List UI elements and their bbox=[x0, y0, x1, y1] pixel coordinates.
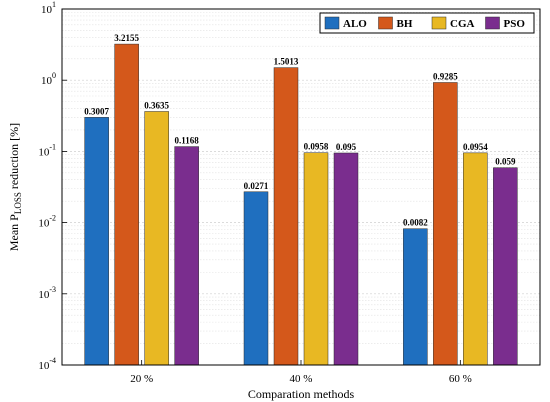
y-tick-label: 101 bbox=[41, 0, 56, 16]
x-tick-label: 40 % bbox=[290, 373, 313, 385]
bar-bh bbox=[273, 67, 299, 366]
bar-bh bbox=[114, 43, 139, 366]
y-tick-label: 10-3 bbox=[38, 285, 56, 301]
legend: ALO BH CGA PSO bbox=[319, 12, 535, 34]
data-label: 0.3635 bbox=[144, 100, 169, 110]
y-tick-label: 10-4 bbox=[38, 356, 56, 372]
data-label: 0.095 bbox=[336, 142, 357, 152]
bar-alo bbox=[403, 228, 428, 366]
data-label: 0.1168 bbox=[175, 136, 200, 146]
bar-alo bbox=[84, 117, 109, 366]
y-tick-base: 10 bbox=[38, 146, 50, 158]
data-label: 3.2155 bbox=[114, 33, 139, 43]
bar-cga bbox=[144, 111, 169, 366]
legend-swatch-bh bbox=[378, 16, 393, 30]
legend-box bbox=[319, 12, 535, 34]
x-axis-title: Comparation methods bbox=[248, 387, 355, 401]
data-labels-layer: 0.3007 3.2155 0.3635 0.1168 0.0271 1.5013 0.09… bbox=[84, 33, 516, 228]
bars-layer bbox=[84, 43, 518, 366]
bar-cga bbox=[463, 152, 488, 366]
y-tick-label: 10-2 bbox=[38, 214, 56, 230]
data-label: 0.9285 bbox=[433, 71, 458, 81]
y-tick-exponent: 1 bbox=[52, 0, 56, 9]
bar-pso bbox=[174, 146, 199, 366]
bar-bh bbox=[433, 82, 458, 366]
legend-label-alo: ALO bbox=[343, 18, 367, 30]
bar-cga bbox=[303, 152, 329, 366]
y-tick-exponent: -3 bbox=[49, 285, 56, 294]
legend-label-pso: PSO bbox=[504, 18, 526, 30]
bar-pso bbox=[493, 167, 518, 366]
y-tick-exponent: -2 bbox=[49, 214, 56, 223]
y-tick-label: 100 bbox=[41, 71, 56, 87]
y-axis-title-subscript: LOSS bbox=[13, 192, 23, 214]
y-tick-base: 10 bbox=[38, 360, 50, 372]
data-label: 0.0082 bbox=[403, 218, 428, 228]
bar-pso bbox=[333, 152, 359, 366]
x-tick-label: 20 % bbox=[130, 373, 153, 385]
y-tick-base: 10 bbox=[41, 75, 53, 87]
legend-swatch-cga bbox=[431, 16, 447, 30]
data-label: 0.0954 bbox=[463, 142, 488, 152]
y-axis-title: Mean PLOSS reduction [%] bbox=[7, 123, 23, 251]
legend-swatch-alo bbox=[324, 16, 340, 30]
x-tick-label: 60 % bbox=[449, 373, 472, 385]
y-tick-base: 10 bbox=[38, 218, 50, 230]
data-label: 1.5013 bbox=[274, 57, 299, 67]
data-label: 0.059 bbox=[495, 157, 516, 167]
y-tick-exponent: -1 bbox=[49, 142, 56, 151]
y-tick-base: 10 bbox=[38, 289, 50, 301]
y-tick-exponent: 0 bbox=[52, 71, 56, 80]
data-label: 0.3007 bbox=[84, 106, 109, 116]
y-axis-title-tail: reduction [%] bbox=[7, 123, 21, 192]
y-tick-label: 10-1 bbox=[38, 142, 56, 158]
data-label: 0.0958 bbox=[304, 142, 329, 152]
data-label: 0.0271 bbox=[244, 181, 269, 191]
bar-alo bbox=[243, 191, 269, 366]
legend-label-bh: BH bbox=[397, 18, 413, 30]
y-tick-exponent: -4 bbox=[49, 356, 56, 365]
legend-swatch-pso bbox=[485, 16, 500, 30]
y-axis-title-main: Mean P bbox=[7, 214, 21, 251]
y-tick-base: 10 bbox=[41, 4, 53, 16]
legend-label-cga: CGA bbox=[450, 18, 475, 30]
